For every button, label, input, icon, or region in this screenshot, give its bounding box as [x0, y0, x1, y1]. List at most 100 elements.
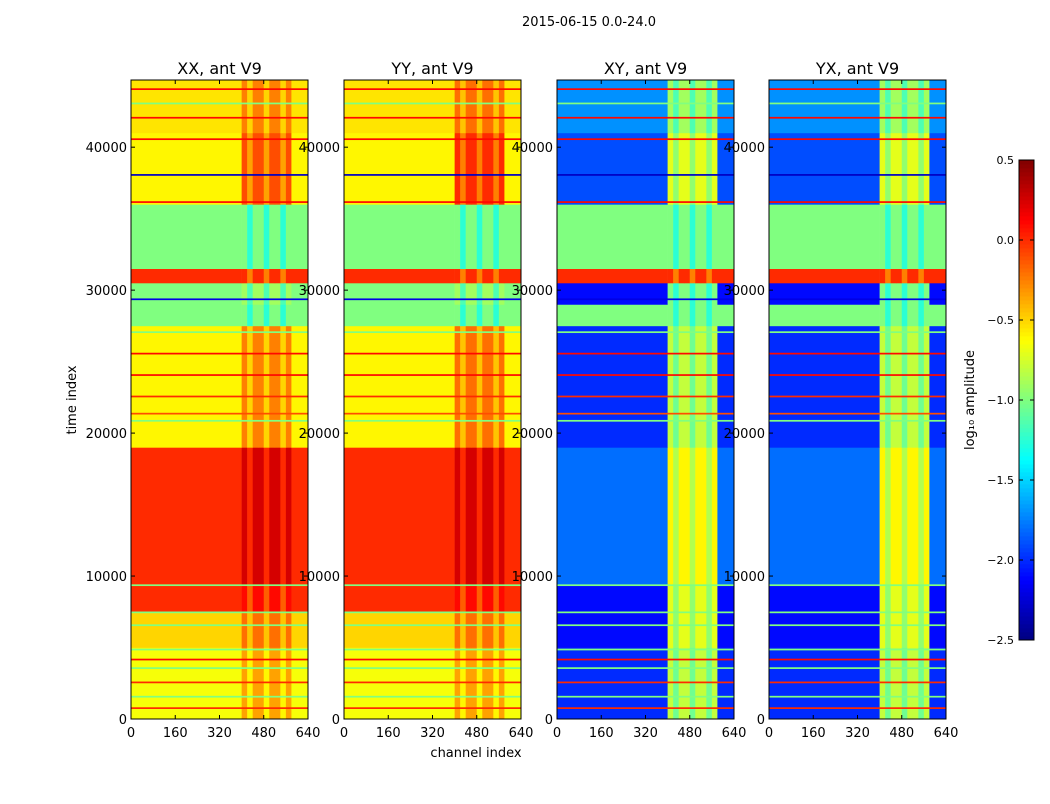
heatmap-cell — [504, 647, 522, 720]
colorbar-segment — [1019, 268, 1034, 273]
heatmap-cell — [454, 282, 461, 305]
heatmap-cell — [689, 584, 696, 648]
heatmap-cell — [476, 611, 483, 648]
heatmap-cell — [482, 80, 489, 134]
heatmap-cell — [280, 132, 287, 205]
heatmap-cell — [285, 268, 292, 284]
colorbar-segment — [1019, 388, 1034, 393]
heatmap-cell — [460, 80, 466, 134]
heatmap-flag-row — [769, 88, 946, 91]
heatmap-cell — [700, 647, 707, 720]
x-tick-label: 640 — [934, 726, 959, 741]
heatmap-cell — [684, 268, 691, 284]
heatmap-cell — [923, 584, 930, 648]
heatmap-cell — [717, 304, 735, 327]
heatmap-cell — [454, 132, 461, 205]
colorbar-segment — [1019, 380, 1034, 385]
x-tick-label: 0 — [765, 726, 773, 741]
heatmap-cell — [344, 447, 455, 585]
heatmap-cell — [717, 268, 735, 284]
heatmap-cell — [252, 447, 259, 585]
heatmap-cell — [689, 282, 696, 305]
heatmap-cell — [711, 204, 718, 269]
heatmap-cell — [285, 584, 292, 613]
heatmap-cell — [285, 80, 292, 134]
heatmap-cell — [454, 611, 461, 648]
heatmap-cell — [879, 304, 886, 327]
heatmap-cell — [487, 268, 494, 284]
heatmap-cell — [890, 304, 897, 327]
colorbar-segment — [1019, 632, 1034, 637]
heatmap-cell — [263, 447, 270, 585]
heatmap-flag-row — [557, 352, 734, 355]
heatmap-cell — [504, 268, 522, 284]
heatmap-cell — [482, 204, 489, 269]
heatmap-cell — [896, 647, 903, 720]
colorbar-segment — [1019, 480, 1034, 485]
heatmap-cell — [131, 80, 242, 134]
heatmap-cell — [769, 304, 880, 327]
heatmap-cell — [918, 80, 925, 134]
heatmap-cell — [700, 447, 707, 585]
heatmap-cell — [291, 647, 309, 720]
heatmap-cell — [890, 584, 897, 648]
colorbar-segment — [1019, 248, 1034, 253]
colorbar-segment — [1019, 416, 1034, 421]
colorbar-segment — [1019, 584, 1034, 589]
heatmap-cell — [247, 268, 253, 284]
y-tick-label: 0 — [119, 713, 127, 728]
heatmap-cell — [471, 80, 478, 134]
heatmap-cell — [885, 325, 891, 448]
colorbar-segment — [1019, 352, 1034, 357]
heatmap-cell — [667, 584, 674, 648]
heatmap-flag-row — [557, 116, 734, 119]
heatmap-cell — [291, 584, 309, 613]
colorbar-segment — [1019, 256, 1034, 261]
heatmap-cell — [252, 584, 259, 613]
heatmap-cell — [673, 204, 679, 269]
colorbar-segment — [1019, 572, 1034, 577]
heatmap-cell — [557, 268, 668, 284]
y-tick-label: 10000 — [512, 570, 553, 585]
heatmap-cell — [241, 80, 248, 134]
heatmap-cell — [896, 325, 903, 448]
heatmap-cell — [711, 268, 718, 284]
heatmap-flag-row — [344, 658, 521, 661]
heatmap-cell — [689, 304, 696, 327]
colorbar-segment — [1019, 396, 1034, 401]
colorbar-segment — [1019, 556, 1034, 561]
heatmap-cell — [901, 204, 908, 269]
heatmap-cell — [667, 282, 674, 305]
heatmap-cell — [929, 647, 947, 720]
heatmap-flag-row — [769, 624, 946, 627]
y-tick-label: 10000 — [299, 570, 340, 585]
heatmap-cell — [263, 325, 270, 448]
heatmap-cell — [504, 584, 522, 613]
heatmap-cell — [896, 447, 903, 585]
colorbar-segment — [1019, 332, 1034, 337]
heatmap-flag-row — [344, 395, 521, 398]
heatmap-cell — [901, 132, 908, 205]
heatmap-cell — [131, 268, 242, 284]
heatmap-cell — [344, 204, 455, 269]
heatmap-cell — [263, 268, 270, 284]
heatmap-cell — [923, 647, 930, 720]
heatmap-cell — [131, 132, 242, 205]
colorbar-segment — [1019, 576, 1034, 581]
panel-yx: YX, ant V9 0 160 320 480 640 0 10000 20000 30000 4… — [724, 59, 959, 741]
heatmap-cell — [769, 204, 880, 269]
colorbar-segment — [1019, 628, 1034, 633]
heatmap-cell — [498, 584, 505, 613]
heatmap-cell — [700, 282, 707, 305]
colorbar-segment — [1019, 508, 1034, 513]
heatmap-cell — [896, 80, 903, 134]
heatmap-cell — [291, 447, 309, 585]
heatmap-cell — [274, 304, 281, 327]
panel-xy: XY, ant V9 0 160 320 480 640 0 10000 20000 30000 4… — [512, 59, 747, 741]
heatmap-cell — [471, 282, 478, 305]
colorbar-segment — [1019, 620, 1034, 625]
colorbar-segment — [1019, 304, 1034, 309]
colorbar-segment — [1019, 552, 1034, 557]
heatmap-flag-row — [131, 611, 308, 614]
heatmap-flag-row — [557, 611, 734, 614]
